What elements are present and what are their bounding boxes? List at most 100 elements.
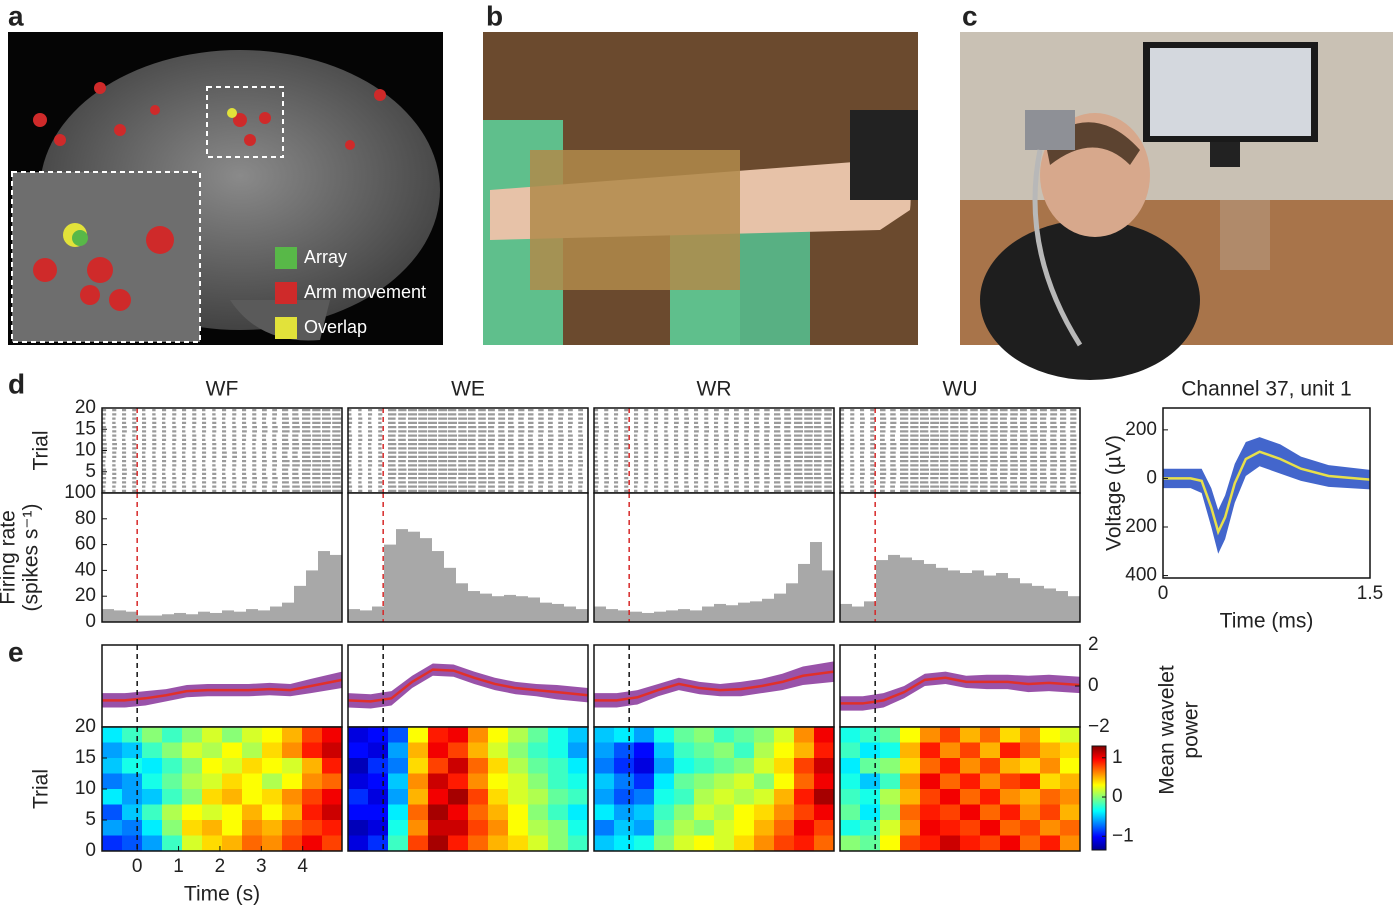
heatmap-cell [222, 804, 243, 821]
heatmap-cell [162, 820, 183, 836]
heatmap-cell [528, 727, 549, 743]
heatmap-cell [860, 789, 881, 805]
heatmap-cell [754, 758, 775, 774]
heatmap-cell [960, 727, 981, 743]
x-tick-label: 0 [132, 856, 143, 877]
histogram-bar [786, 583, 798, 622]
heatmap-cell [614, 727, 635, 743]
histogram-bar [162, 614, 174, 622]
heatmap-cell [794, 742, 815, 759]
heatmap-cell [302, 835, 323, 852]
heatmap-cell [142, 804, 163, 821]
heatmap-cell [714, 789, 735, 805]
heatmap-cell [388, 835, 409, 852]
heatmap-cell [860, 773, 881, 790]
heatmap-cell [754, 727, 775, 743]
heatmap-cell [262, 789, 283, 805]
heatmap-cell [714, 727, 735, 743]
heatmap-cell [714, 773, 735, 790]
heatmap-cell [920, 742, 941, 759]
heatmap-cell [428, 835, 449, 852]
histogram-bar [552, 603, 564, 622]
heatmap-cell [448, 727, 469, 743]
heatmap-cell [774, 820, 795, 836]
heatmap-cell [448, 835, 469, 852]
heatmap-cell [548, 804, 569, 821]
heatmap-cell [1020, 758, 1041, 774]
heatmap-cell [940, 804, 961, 821]
heatmap-cell [1020, 773, 1041, 790]
colorbar-label: Mean wavelet [1156, 665, 1179, 795]
heatmap-cell [714, 804, 735, 821]
heatmap-cell [488, 804, 509, 821]
heatmap-cell [840, 742, 861, 759]
heatmap-cell [428, 773, 449, 790]
heatmap-cell [614, 742, 635, 759]
heatmap-cell [774, 758, 795, 774]
heatmap-cell [734, 742, 755, 759]
histogram-bar [174, 612, 186, 622]
heatmap-cell [528, 758, 549, 774]
heatmap-cell [594, 742, 615, 759]
heatmap-cell [814, 758, 835, 774]
heatmap-cell [614, 820, 635, 836]
heatmap-cell [408, 820, 429, 836]
heatmap-cell [794, 835, 815, 852]
y-tick-label: 20 [75, 716, 96, 737]
mean-line [102, 678, 343, 702]
heatmap-cell [880, 727, 901, 743]
heatmap-cell [262, 835, 283, 852]
heatmap-cell [222, 758, 243, 774]
histogram-bar [138, 615, 150, 622]
y-tick-label: 10 [75, 778, 96, 799]
x-axis-label: Time (s) [184, 883, 260, 906]
heatmap-cell [880, 773, 901, 790]
heatmap-cell [634, 804, 655, 821]
heatmap-cell [734, 758, 755, 774]
heatmap-cell [322, 773, 343, 790]
heatmap-cell [794, 727, 815, 743]
heatmap-cell [408, 789, 429, 805]
heatmap-cell [880, 804, 901, 821]
heatmap-cell [388, 742, 409, 759]
histogram-bar [102, 609, 114, 622]
heatmap-cell [302, 820, 323, 836]
histogram-bar [246, 609, 258, 622]
heatmap-cell [654, 820, 675, 836]
histogram-bar [420, 538, 432, 622]
y-tick-label: 0 [1088, 675, 1099, 696]
heatmap-cell [322, 758, 343, 774]
heatmap-cell [548, 789, 569, 805]
heatmap-cell [182, 758, 203, 774]
heatmap-cell [508, 804, 529, 821]
heatmap-cell [814, 804, 835, 821]
heatmap-cell [282, 727, 303, 743]
heatmap-cell [654, 758, 675, 774]
heatmap-cell [488, 742, 509, 759]
y-tick-label: 15 [75, 747, 96, 768]
heatmap-cell [1040, 742, 1061, 759]
spread-band [1163, 437, 1370, 554]
histogram-bar [810, 542, 822, 622]
axes-frame [1162, 407, 1371, 579]
histogram-bar [948, 570, 960, 622]
spread-band [594, 661, 834, 708]
heatmap-cell [634, 773, 655, 790]
heatmap-cell [960, 742, 981, 759]
histogram-bar [798, 563, 810, 622]
heatmap-cell [202, 727, 223, 743]
heatmap-cell [654, 773, 675, 790]
histogram-bar [126, 611, 138, 622]
heatmap-cell [1000, 742, 1021, 759]
heatmap-cell [102, 804, 123, 821]
heatmap-cell [408, 758, 429, 774]
heatmap-cell [102, 758, 123, 774]
heatmap-cell [548, 773, 569, 790]
heatmap-cell [548, 835, 569, 852]
heatmap-cell [960, 835, 981, 852]
heatmap-cell [102, 789, 123, 805]
mean-line [1163, 450, 1371, 536]
heatmap-cell [794, 789, 815, 805]
histogram-bar [1056, 591, 1068, 622]
heatmap-cell [468, 758, 489, 774]
